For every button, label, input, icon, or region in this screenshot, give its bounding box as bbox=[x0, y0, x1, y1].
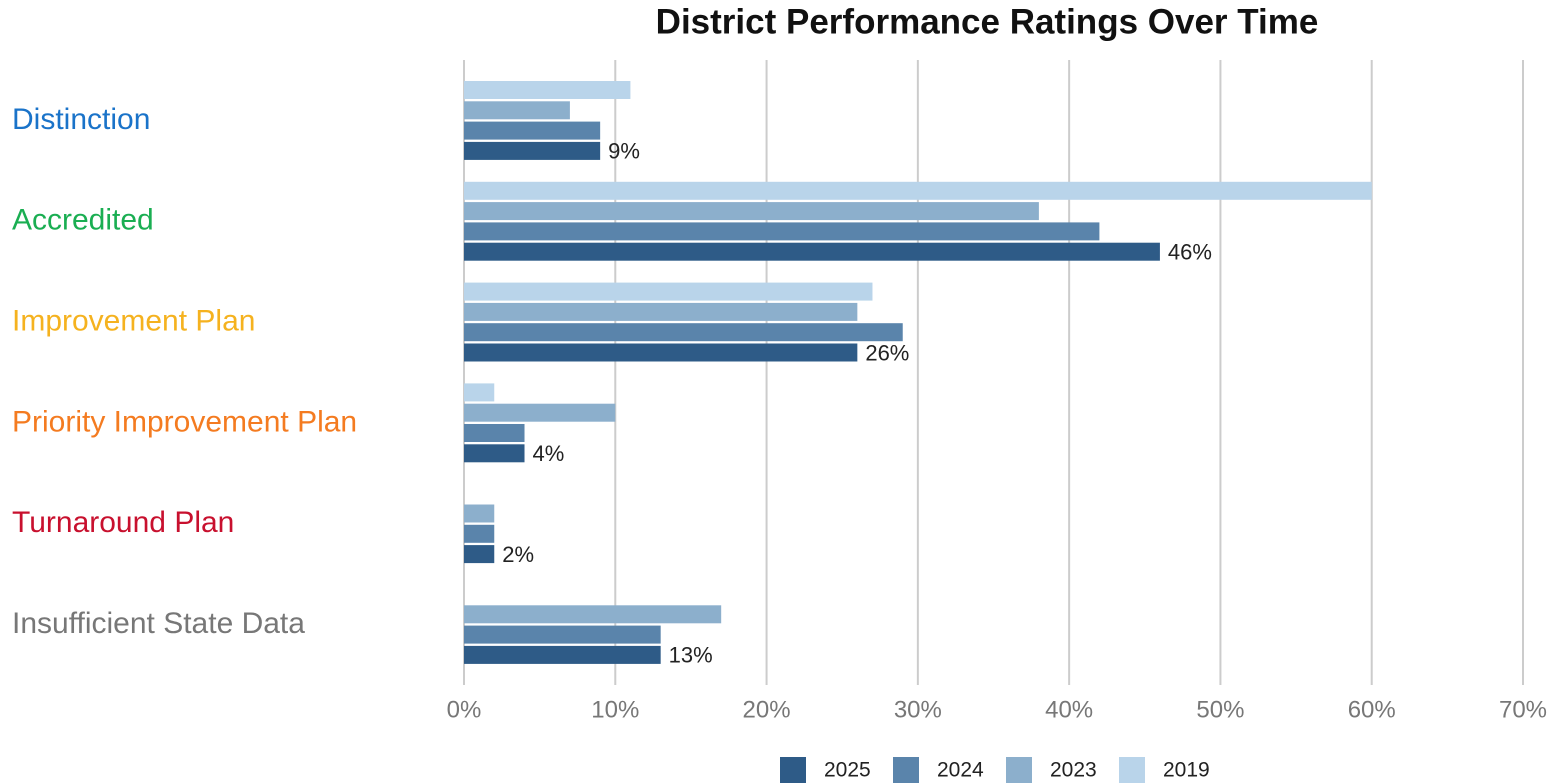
data-label: 2% bbox=[502, 542, 534, 567]
bar bbox=[464, 504, 495, 523]
data-label: 9% bbox=[608, 139, 640, 164]
bar bbox=[464, 181, 1372, 200]
data-label: 26% bbox=[865, 340, 909, 365]
bar bbox=[464, 403, 616, 422]
legend-swatch bbox=[1006, 757, 1032, 783]
x-tick-label: 0% bbox=[447, 696, 482, 723]
category-label: Distinction bbox=[12, 103, 150, 136]
legend-label: 2019 bbox=[1163, 759, 1210, 782]
data-label: 46% bbox=[1168, 240, 1212, 265]
legend-label: 2025 bbox=[824, 759, 871, 782]
category-label: Priority Improvement Plan bbox=[12, 405, 357, 438]
bar bbox=[464, 524, 495, 543]
x-tick-label: 20% bbox=[743, 696, 791, 723]
category-label: Improvement Plan bbox=[12, 305, 255, 338]
x-tick-label: 60% bbox=[1348, 696, 1396, 723]
bar bbox=[464, 424, 525, 442]
x-tick-label: 10% bbox=[591, 696, 639, 723]
legend-label: 2023 bbox=[1050, 759, 1097, 782]
bar bbox=[464, 383, 495, 402]
bar bbox=[464, 141, 601, 160]
data-label: 4% bbox=[533, 441, 565, 466]
bar bbox=[464, 625, 661, 644]
category-label: Turnaround Plan bbox=[12, 506, 234, 539]
bar bbox=[464, 302, 858, 321]
data-label: 13% bbox=[669, 643, 713, 668]
bar bbox=[464, 605, 722, 624]
chart-title: District Performance Ratings Over Time bbox=[656, 2, 1319, 41]
legend-swatch bbox=[1119, 757, 1145, 783]
bar bbox=[464, 101, 570, 120]
bar bbox=[464, 323, 903, 342]
bar bbox=[464, 242, 1160, 261]
bar bbox=[464, 343, 858, 362]
bar bbox=[464, 81, 631, 99]
x-tick-label: 50% bbox=[1196, 696, 1244, 723]
legend-swatch bbox=[780, 757, 806, 783]
x-tick-label: 40% bbox=[1045, 696, 1093, 723]
category-label: Insufficient State Data bbox=[12, 607, 305, 640]
bar bbox=[464, 282, 873, 301]
bar bbox=[464, 545, 495, 564]
bar bbox=[464, 645, 661, 664]
bar bbox=[464, 222, 1100, 241]
bar bbox=[464, 444, 525, 463]
legend-label: 2024 bbox=[937, 759, 984, 782]
legend-swatch bbox=[893, 757, 919, 783]
bar bbox=[464, 202, 1039, 221]
category-label: Accredited bbox=[12, 204, 154, 237]
x-tick-label: 70% bbox=[1499, 696, 1547, 723]
x-tick-label: 30% bbox=[894, 696, 942, 723]
bar bbox=[464, 121, 601, 140]
